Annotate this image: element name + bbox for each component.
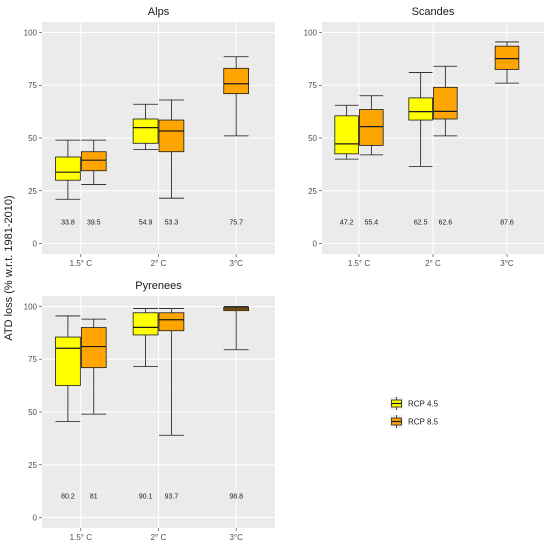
box-body — [223, 67, 249, 95]
box-body — [359, 109, 384, 146]
box-rcp-8-5-2-c: 62.6 — [433, 65, 458, 226]
box-body — [55, 156, 81, 181]
x-tick-label: 3°C — [229, 533, 243, 542]
median-value-label: 98.8 — [229, 493, 243, 500]
panel-title: Pyrenees — [135, 280, 182, 292]
box-body — [158, 119, 185, 153]
box-rcp-4-5-1-5-c: 33.8 — [55, 139, 81, 226]
median-value-label: 81 — [90, 493, 98, 500]
box-rcp-8-5-3-c: 98.8 — [223, 306, 249, 500]
y-tick-label: 0 — [33, 240, 38, 249]
y-tick-label: 100 — [24, 302, 38, 311]
panel-scandes: 0 25 50 75 100 1.5° C 2° C 3°C Scandes 47.2 55.4 62… — [304, 6, 544, 268]
box-rcp-4-5-2-c: 62.5 — [408, 72, 433, 226]
x-tick-label: 1.5° C — [348, 259, 371, 268]
box-body — [408, 97, 433, 121]
box-body — [132, 312, 159, 336]
legend: RCP 4.5 RCP 8.5 — [390, 397, 439, 428]
box-rcp-4-5-1-5-c: 47.2 — [334, 104, 359, 226]
median-value-label: 87.6 — [500, 219, 514, 226]
panel-pyrenees: 0 25 50 75 100 1.5° C 2° C 3°C Pyrenees 80.2 81 90.… — [24, 280, 275, 542]
y-tick-label: 0 — [33, 514, 38, 523]
box-rcp-8-5-3-c: 87.6 — [494, 41, 520, 226]
median-value-label: 39.5 — [87, 219, 101, 226]
median-value-label: 55.4 — [365, 219, 379, 226]
x-tick-label: 3°C — [229, 259, 243, 268]
panels: 0 25 50 75 100 1.5° C 2° C 3°C Alps 33.8 39.5 54.9 5… — [24, 6, 544, 542]
median-value-label: 33.8 — [61, 219, 75, 226]
y-tick-label: 50 — [28, 408, 37, 417]
box-rcp-8-5-2-c: 53.3 — [158, 99, 185, 226]
legend-item-rcp-4-5: RCP 4.5 — [390, 397, 439, 410]
box-body — [158, 312, 185, 332]
box-rcp-8-5-1-5-c: 81 — [80, 318, 107, 500]
box-rcp-8-5-3-c: 75.7 — [223, 56, 249, 226]
panel-title: Scandes — [412, 6, 455, 18]
box-body — [80, 151, 107, 172]
y-tick-label: 75 — [28, 81, 37, 90]
x-tick-label: 2° C — [425, 259, 441, 268]
legend-label: RCP 8.5 — [408, 418, 439, 427]
x-tick-label: 2° C — [151, 259, 167, 268]
y-tick-label: 25 — [308, 187, 317, 196]
median-value-label: 53.3 — [165, 219, 179, 226]
y-tick-label: 0 — [313, 240, 318, 249]
panel-title: Alps — [148, 6, 170, 18]
median-value-label: 90.1 — [139, 493, 153, 500]
y-tick-label: 100 — [304, 28, 318, 37]
box-rcp-4-5-2-c: 54.9 — [132, 103, 159, 226]
median-value-label: 80.2 — [61, 493, 75, 500]
median-value-label: 62.5 — [414, 219, 428, 226]
box-rcp-4-5-2-c: 90.1 — [132, 308, 159, 500]
panel-alps: 0 25 50 75 100 1.5° C 2° C 3°C Alps 33.8 39.5 54.9 5… — [24, 6, 275, 268]
box-rcp-4-5-1-5-c: 80.2 — [55, 315, 81, 500]
y-tick-label: 75 — [308, 81, 317, 90]
y-tick-label: 50 — [308, 134, 317, 143]
median-value-label: 93.7 — [165, 493, 179, 500]
median-value-label: 62.6 — [439, 219, 453, 226]
y-tick-label: 25 — [28, 187, 37, 196]
x-tick-label: 1.5° C — [70, 259, 93, 268]
median-value-label: 54.9 — [139, 219, 153, 226]
y-axis-title: ATD loss (% w.r.t. 1981-2010) — [3, 195, 15, 340]
box-body — [494, 45, 520, 70]
box-rcp-8-5-2-c: 93.7 — [158, 308, 185, 500]
x-tick-label: 2° C — [151, 533, 167, 542]
median-value-label: 75.7 — [229, 219, 243, 226]
box-rcp-8-5-1-5-c: 55.4 — [359, 95, 384, 226]
y-tick-label: 50 — [28, 134, 37, 143]
box-rcp-8-5-1-5-c: 39.5 — [80, 139, 107, 226]
x-tick-label: 1.5° C — [70, 533, 93, 542]
box-body — [334, 115, 359, 155]
y-tick-label: 75 — [28, 355, 37, 364]
box-body — [433, 86, 458, 120]
legend-item-rcp-8-5: RCP 8.5 — [390, 415, 439, 428]
y-tick-label: 25 — [28, 461, 37, 470]
median-value-label: 47.2 — [340, 219, 354, 226]
box-body — [80, 327, 107, 369]
x-tick-label: 3°C — [500, 259, 514, 268]
box-body — [55, 336, 81, 387]
legend-label: RCP 4.5 — [408, 400, 439, 409]
y-tick-label: 100 — [24, 28, 38, 37]
box-body — [132, 118, 159, 144]
